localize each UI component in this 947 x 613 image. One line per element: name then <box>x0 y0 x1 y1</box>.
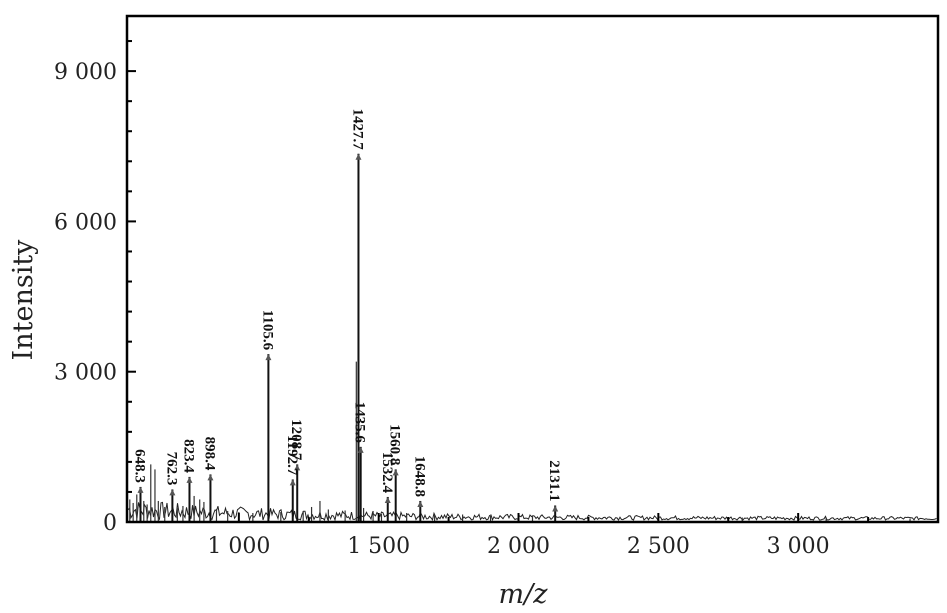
x-axis-title: m/z <box>499 579 549 610</box>
x-tick-label: 1 500 <box>347 534 410 559</box>
peak-marker <box>417 500 424 507</box>
peak-label: 648.3 <box>132 449 148 483</box>
peak-label: 1427.7 <box>349 109 365 151</box>
peak-label: 1435.6 <box>352 402 368 444</box>
y-axis-title: Intensity <box>8 239 39 361</box>
peak-marker <box>357 446 364 453</box>
peak-label: 1105.6 <box>259 310 275 351</box>
baseline-noise <box>127 501 937 522</box>
x-tick-label: 2 500 <box>627 534 690 559</box>
x-axis: 1 000 1 500 2 000 2 500 3 000 <box>207 513 870 559</box>
x-tick-label: 1 000 <box>207 534 270 559</box>
y-tick-label: 0 <box>103 511 117 536</box>
peak-label: 1560.8 <box>387 424 403 465</box>
peak-label: 898.4 <box>201 437 217 471</box>
x-tick-label: 3 000 <box>767 534 830 559</box>
y-tick-label: 9 000 <box>54 60 117 85</box>
peak-label: 823.4 <box>180 439 196 473</box>
x-tick-label: 2 000 <box>487 534 550 559</box>
peak-marker <box>137 486 144 493</box>
peak-marker <box>294 464 301 471</box>
peak-marker <box>207 474 214 481</box>
peak-label: 2131.1 <box>546 460 562 501</box>
peak-marker <box>265 354 272 361</box>
y-tick-label: 6 000 <box>54 210 117 235</box>
peak-label: 1648.8 <box>411 456 427 497</box>
y-axis: 0 3 000 6 000 9 000 <box>54 40 136 536</box>
peak-marker <box>289 479 296 486</box>
peak-label: 1532.4 <box>379 452 395 494</box>
peak-marker <box>392 469 399 476</box>
peak-marker <box>355 153 362 160</box>
peak-marker <box>186 476 193 483</box>
peak-marker <box>552 505 559 512</box>
peak-marker <box>169 489 176 496</box>
baseline-noise-trace <box>127 501 937 522</box>
peak-label: 1192.7 <box>284 435 300 476</box>
peak-marker <box>384 496 391 503</box>
peaks-layer <box>129 153 911 522</box>
peak-label: 1208.7 <box>288 419 304 461</box>
peak-label: 762.3 <box>163 452 179 486</box>
plot-frame <box>125 14 940 524</box>
y-tick-label: 3 000 <box>54 361 117 386</box>
